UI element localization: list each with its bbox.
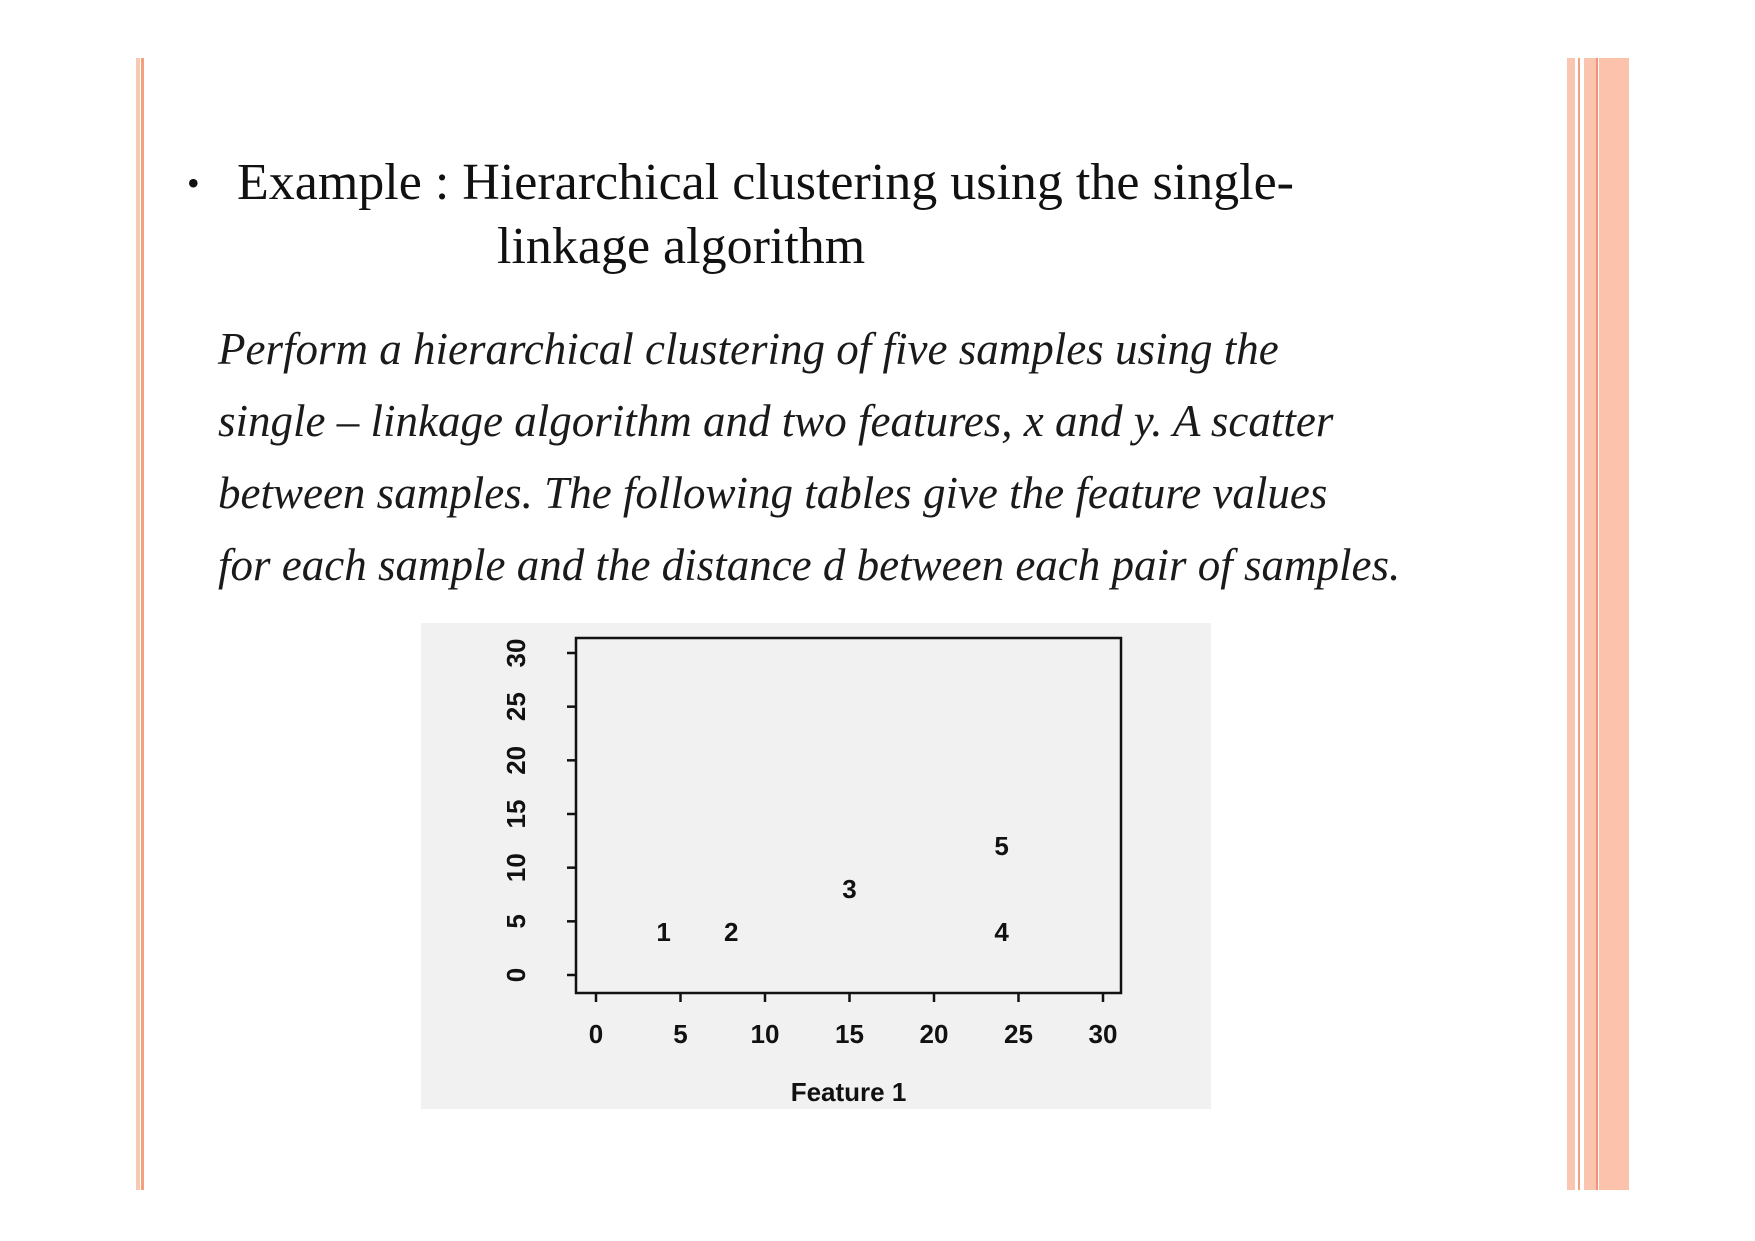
right-border-stripe-band bbox=[1584, 58, 1596, 1190]
y-tick-label: 10 bbox=[501, 853, 531, 882]
y-tick-label: 5 bbox=[501, 914, 531, 928]
left-border-stripe bbox=[136, 58, 140, 1190]
x-tick-label: 20 bbox=[920, 1019, 949, 1049]
right-border-stripe bbox=[1567, 58, 1575, 1190]
x-tick-label: 15 bbox=[835, 1019, 864, 1049]
data-point-5: 5 bbox=[994, 831, 1008, 861]
y-tick-label: 30 bbox=[501, 639, 531, 668]
heading-line-2: linkage algorithm bbox=[497, 218, 866, 275]
problem-line-1: Perform a hierarchical clustering of fiv… bbox=[218, 324, 1279, 374]
problem-line-4: for each sample and the distance d betwe… bbox=[218, 540, 1401, 590]
heading-line-1: Example : Hierarchical clustering using … bbox=[237, 154, 1294, 211]
y-tick-label: 25 bbox=[501, 692, 531, 721]
x-tick-label: 5 bbox=[673, 1019, 687, 1049]
data-point-1: 1 bbox=[656, 917, 670, 947]
problem-statement: Perform a hierarchical clustering of fiv… bbox=[218, 313, 1568, 601]
right-border-stripe-line bbox=[1596, 58, 1598, 1190]
scatter-figure: 0 5 10 15 20 25 30 0 5 10 15 20 25 30 Feature 1 1 2 3 4 5 bbox=[421, 623, 1211, 1109]
data-point-3: 3 bbox=[842, 874, 856, 904]
data-point-2: 2 bbox=[724, 917, 738, 947]
scatter-chart: 0 5 10 15 20 25 30 0 5 10 15 20 25 30 Feature 1 1 2 3 4 5 bbox=[501, 636, 1123, 1107]
x-tick-label: 30 bbox=[1089, 1019, 1118, 1049]
right-border-stripe-wide bbox=[1599, 58, 1629, 1190]
right-border-stripe-line bbox=[1578, 58, 1580, 1190]
data-point-4: 4 bbox=[994, 917, 1009, 947]
problem-line-2: single – linkage algorithm and two featu… bbox=[218, 396, 1334, 446]
y-tick-label: 15 bbox=[501, 800, 531, 829]
bullet-icon: • bbox=[187, 163, 200, 203]
x-tick-label: 25 bbox=[1004, 1019, 1033, 1049]
left-border-stripe-accent bbox=[141, 58, 144, 1190]
x-tick-label: 10 bbox=[751, 1019, 780, 1049]
y-tick-label: 20 bbox=[501, 746, 531, 775]
x-tick-label: 0 bbox=[589, 1019, 603, 1049]
y-tick-label: 0 bbox=[501, 968, 531, 982]
x-axis-label: Feature 1 bbox=[791, 1077, 907, 1107]
problem-line-3: between samples. The following tables gi… bbox=[218, 468, 1328, 518]
